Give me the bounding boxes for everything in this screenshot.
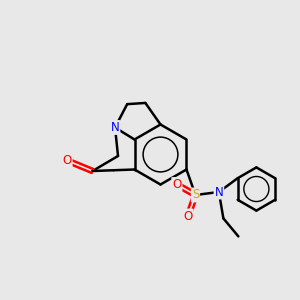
- Text: O: O: [183, 209, 193, 223]
- Text: N: N: [111, 121, 119, 134]
- Text: S: S: [192, 188, 199, 202]
- Text: O: O: [62, 154, 72, 167]
- Text: N: N: [214, 185, 223, 199]
- Text: O: O: [172, 178, 182, 191]
